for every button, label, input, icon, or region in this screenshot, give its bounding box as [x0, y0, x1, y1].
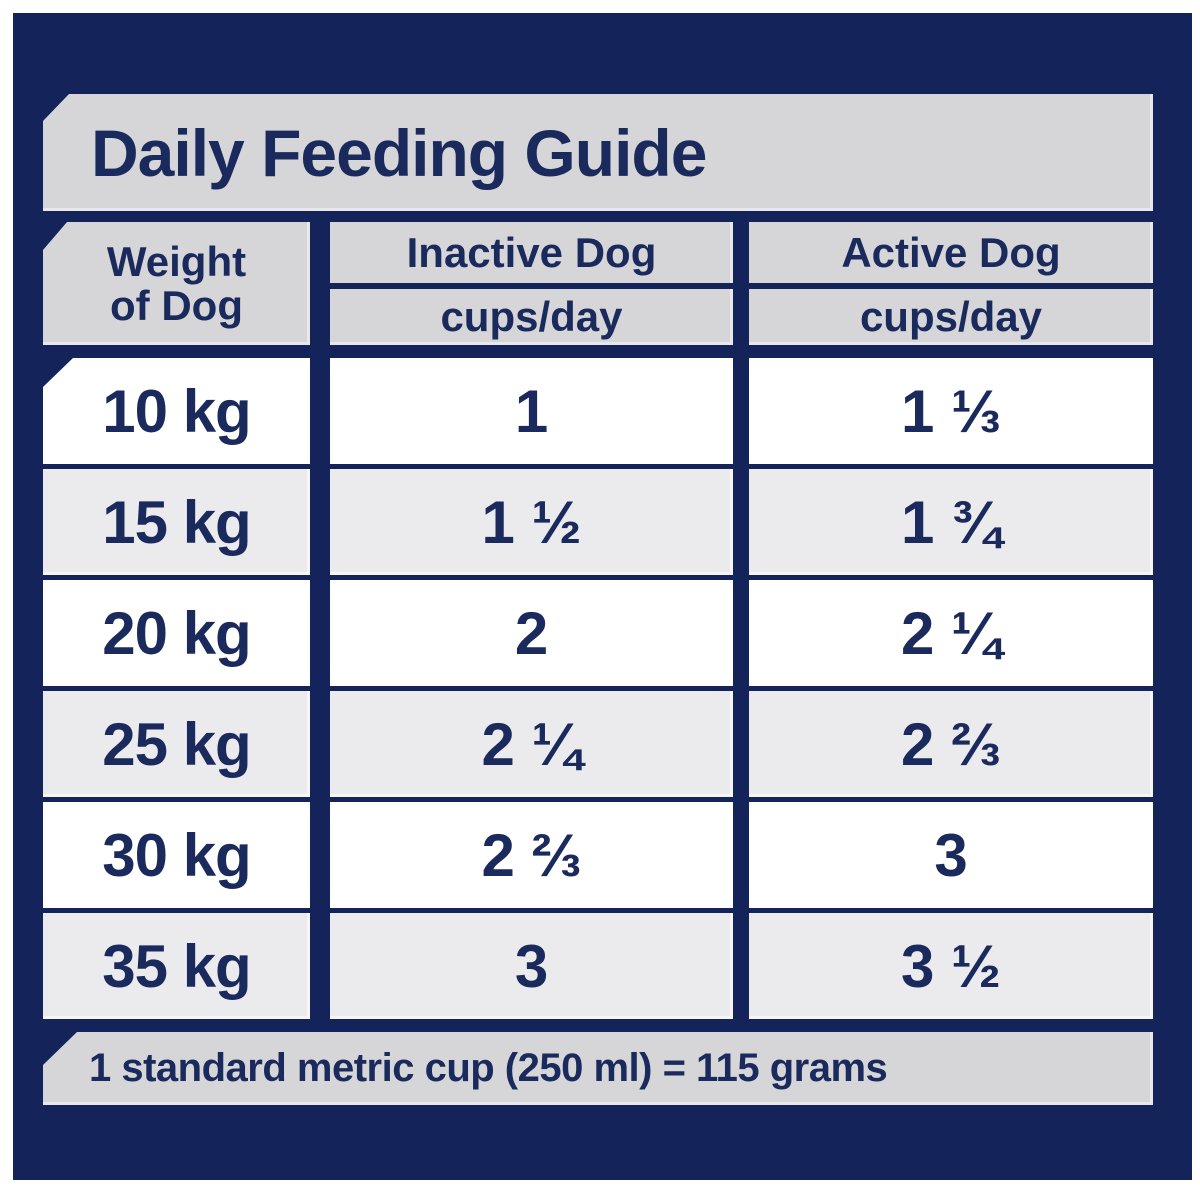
cups-unit-label: cups/day — [749, 289, 1153, 345]
active-value-cell: 3 ½ — [749, 913, 1153, 1019]
weight-cell: 15 kg — [43, 469, 310, 575]
weight-cell: 20 kg — [43, 580, 310, 686]
weight-cell: 30 kg — [43, 802, 310, 908]
packaging-panel: Daily Feeding Guide Weight of Dog Inacti… — [13, 13, 1192, 1180]
table-row: 15 kg 1 ½ 1 ¾ — [43, 469, 1153, 575]
column-gap — [733, 691, 749, 797]
column-gap — [733, 358, 749, 464]
column-gap — [310, 222, 330, 345]
inactive-value-cell: 1 — [330, 358, 733, 464]
weight-cell: 10 kg — [43, 358, 310, 464]
active-value-cell: 3 — [749, 802, 1153, 908]
column-gap — [733, 469, 749, 575]
footnote-text: 1 standard metric cup (250 ml) = 115 gra… — [89, 1046, 888, 1090]
inactive-value-cell: 2 ¼ — [330, 691, 733, 797]
active-value-cell: 1 ⅓ — [749, 358, 1153, 464]
active-dog-header: Active Dog cups/day — [749, 222, 1153, 345]
feeding-guide-content: Daily Feeding Guide Weight of Dog Inacti… — [43, 13, 1153, 1105]
header-divider — [749, 283, 1153, 289]
weight-cell: 25 kg — [43, 691, 310, 797]
feeding-table-body: 10 kg 1 1 ⅓ 15 kg 1 ½ 1 ¾ 20 kg 2 — [43, 358, 1153, 1019]
active-value-cell: 2 ⅔ — [749, 691, 1153, 797]
column-header-label: Active Dog — [749, 222, 1153, 283]
column-gap — [733, 802, 749, 908]
table-row: 30 kg 2 ⅔ 3 — [43, 802, 1153, 908]
feeding-guide-banner: Daily Feeding Guide — [43, 94, 1153, 211]
guide-title: Daily Feeding Guide — [91, 115, 707, 190]
weight-header-cell: Weight of Dog — [43, 222, 310, 345]
column-gap — [733, 913, 749, 1019]
column-gap — [310, 691, 330, 797]
column-gap — [733, 580, 749, 686]
weight-cell: 35 kg — [43, 913, 310, 1019]
footnote-bar: 1 standard metric cup (250 ml) = 115 gra… — [43, 1032, 1153, 1105]
weight-header-line2: of Dog — [110, 281, 243, 329]
table-row: 20 kg 2 2 ¼ — [43, 580, 1153, 686]
column-gap — [310, 913, 330, 1019]
inactive-dog-header: Inactive Dog cups/day — [330, 222, 733, 345]
header-divider — [330, 283, 733, 289]
column-gap — [310, 469, 330, 575]
weight-header-line1: Weight — [106, 237, 247, 285]
inactive-value-cell: 3 — [330, 913, 733, 1019]
active-value-cell: 2 ¼ — [749, 580, 1153, 686]
table-row: 25 kg 2 ¼ 2 ⅔ — [43, 691, 1153, 797]
column-header-label: Inactive Dog — [330, 222, 733, 283]
inactive-value-cell: 2 ⅔ — [330, 802, 733, 908]
inactive-value-cell: 2 — [330, 580, 733, 686]
column-gap — [310, 802, 330, 908]
column-gap — [310, 580, 330, 686]
cups-unit-label: cups/day — [330, 289, 733, 345]
column-gap — [310, 358, 330, 464]
active-value-cell: 1 ¾ — [749, 469, 1153, 575]
column-gap — [733, 222, 749, 345]
table-row: 35 kg 3 3 ½ — [43, 913, 1153, 1019]
table-header-row: Weight of Dog Inactive Dog cups/day Acti… — [43, 222, 1153, 345]
table-row: 10 kg 1 1 ⅓ — [43, 358, 1153, 464]
inactive-value-cell: 1 ½ — [330, 469, 733, 575]
